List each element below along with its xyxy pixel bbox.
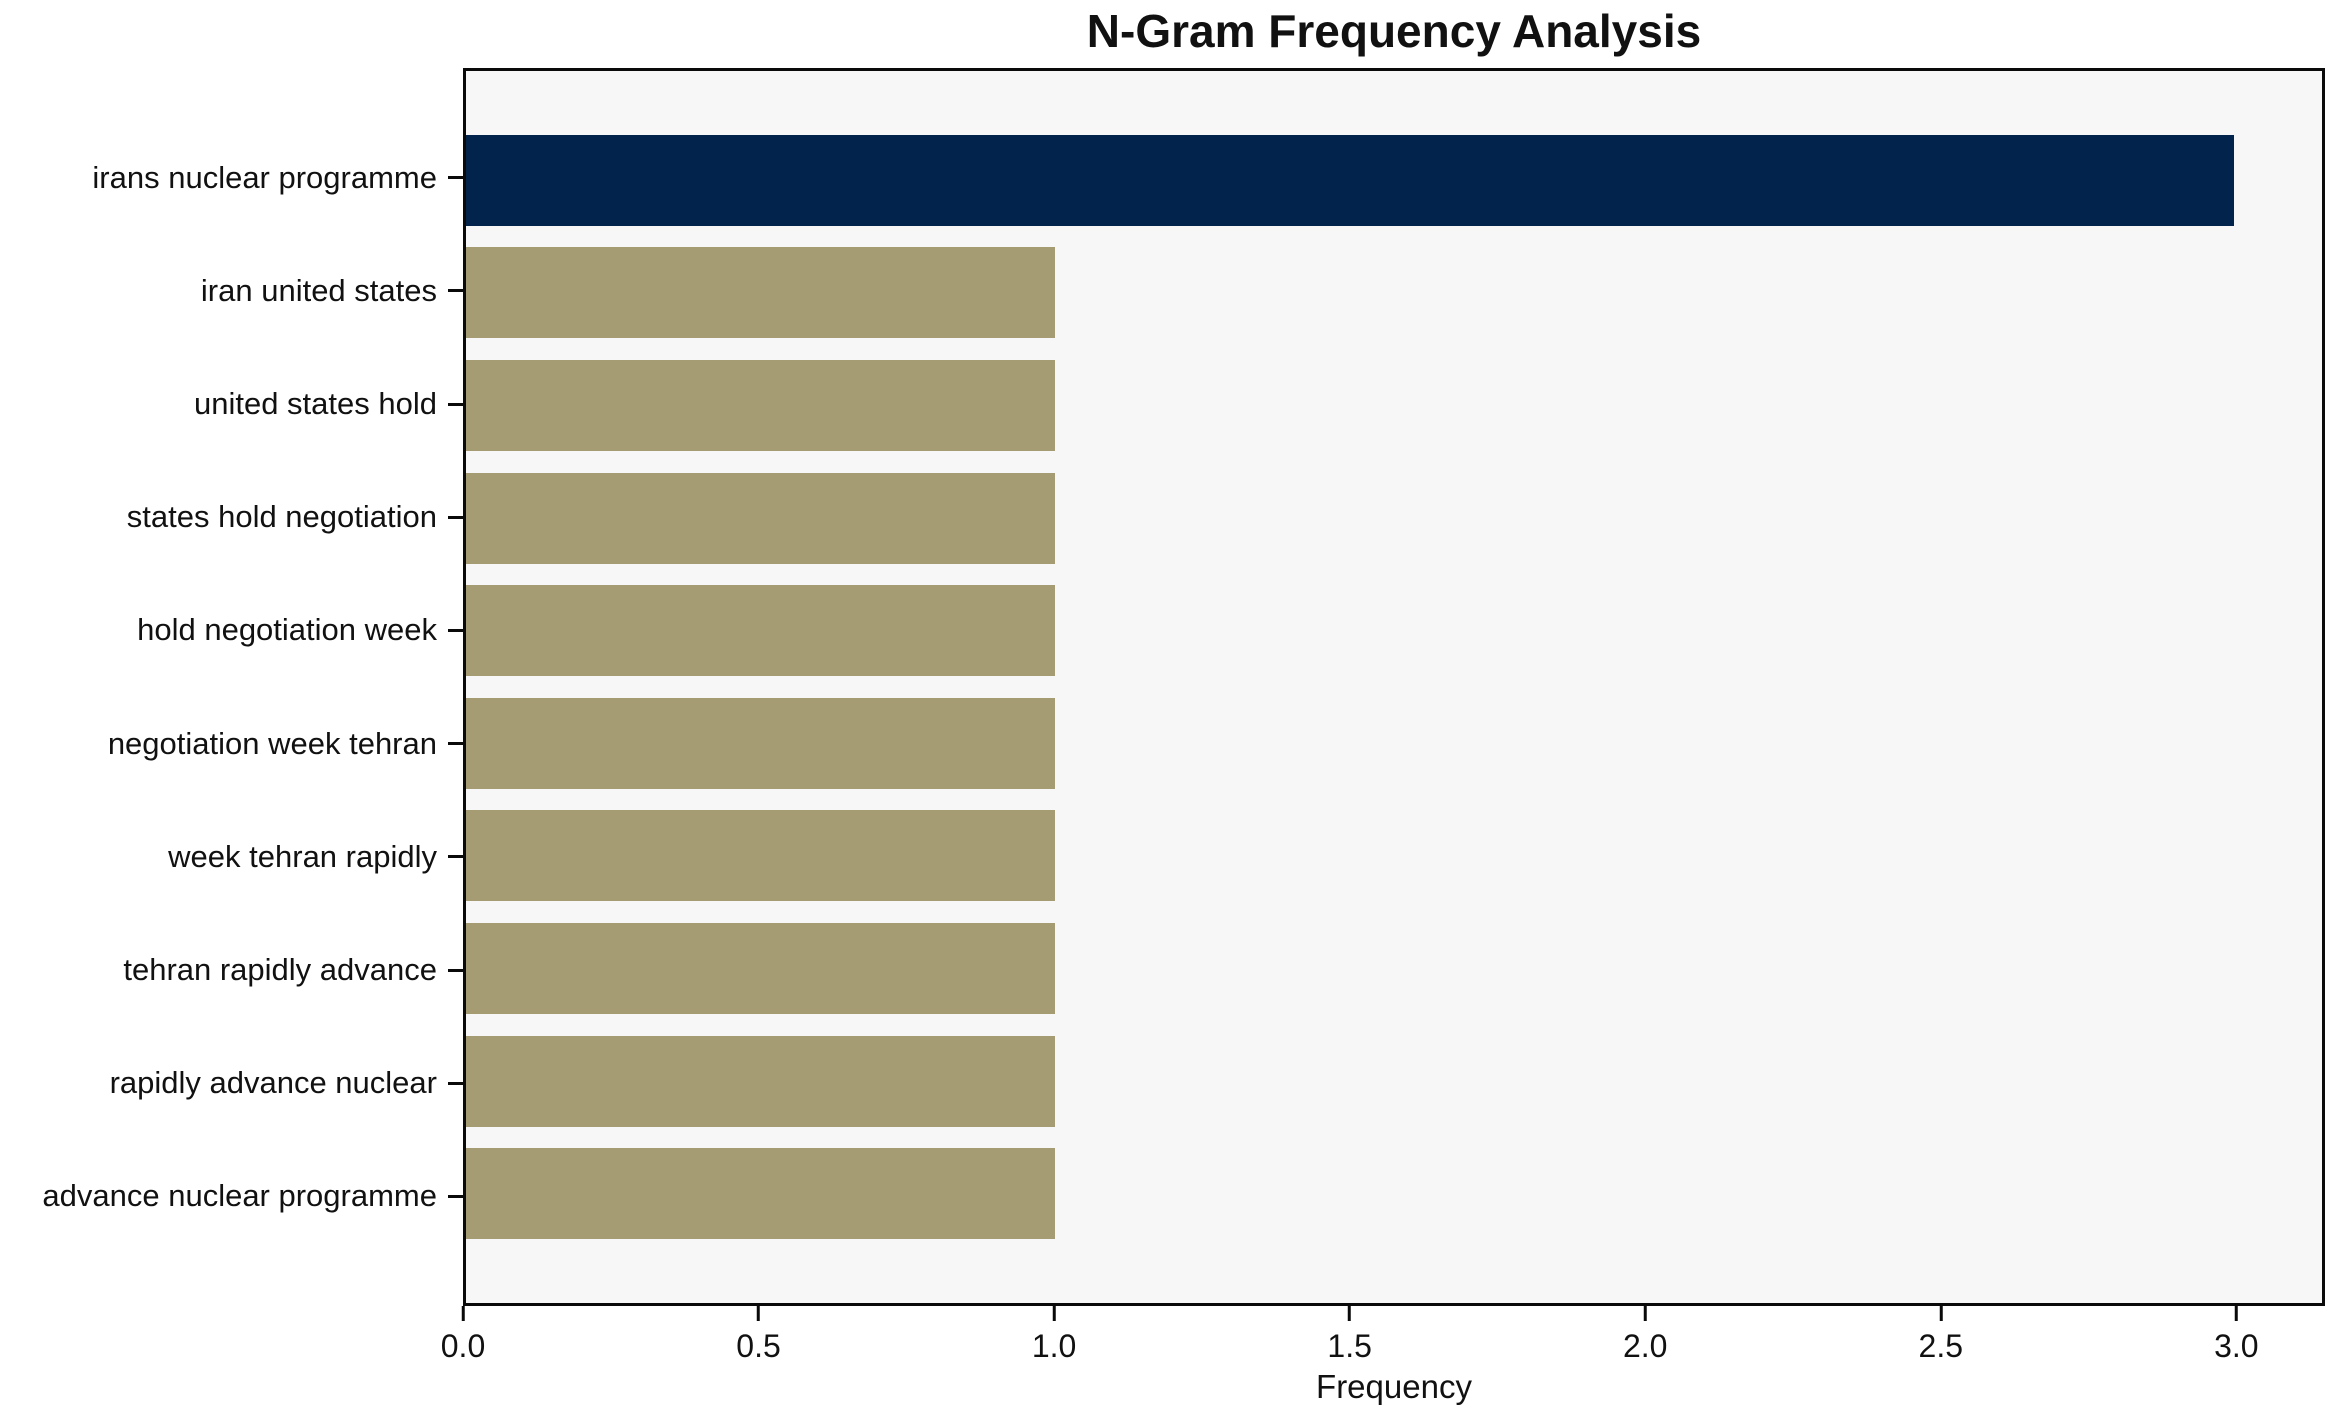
x-tick-label: 2.5 xyxy=(1918,1328,1964,1364)
bar-row xyxy=(466,124,2322,237)
x-tick-mark xyxy=(2234,1306,2238,1321)
bar xyxy=(466,247,1056,339)
x-axis-label: Frequency xyxy=(1316,1368,1472,1405)
bar xyxy=(466,810,1056,902)
y-tick-label: hold negotiation week xyxy=(137,612,437,648)
y-axis-labels: irans nuclear programme iran united state… xyxy=(0,68,437,1306)
y-tick-row xyxy=(0,687,463,800)
y-label-row: rapidly advance nuclear xyxy=(0,1027,437,1140)
bar-row xyxy=(466,687,2322,800)
bar-row xyxy=(466,912,2322,1025)
x-tick-mark xyxy=(757,1306,761,1321)
bars-layer xyxy=(466,71,2322,1303)
x-tick: 0.5 xyxy=(736,1306,781,1365)
x-tick: 1.0 xyxy=(1032,1306,1076,1365)
y-tick-row xyxy=(0,800,463,913)
bar-row xyxy=(466,349,2322,462)
y-tick-mark xyxy=(448,742,463,746)
y-label-row: negotiation week tehran xyxy=(0,687,437,800)
y-tick-row xyxy=(0,574,463,687)
y-label-row: irans nuclear programme xyxy=(0,121,437,234)
bar-row xyxy=(466,237,2322,350)
y-tick-label: advance nuclear programme xyxy=(42,1178,437,1214)
x-tick: 0.0 xyxy=(441,1306,485,1365)
y-tick-mark xyxy=(448,402,463,406)
bar xyxy=(466,1035,1056,1127)
y-label-row: states hold negotiation xyxy=(0,461,437,574)
y-axis-ticks xyxy=(0,68,463,1306)
y-label-row: iran united states xyxy=(0,234,437,347)
x-axis-ticks: 0.0 0.5 1.0 1.5 2.0 2.5 3.0 xyxy=(441,1306,2325,1368)
bar-row xyxy=(466,574,2322,687)
plot-area xyxy=(463,68,2325,1306)
y-label-row: united states hold xyxy=(0,347,437,460)
bar xyxy=(466,359,1056,451)
y-tick-mark xyxy=(448,968,463,972)
x-tick-mark xyxy=(1643,1306,1647,1321)
bar xyxy=(466,922,1056,1014)
y-tick-label: rapidly advance nuclear xyxy=(109,1065,437,1101)
x-tick-mark xyxy=(1348,1306,1352,1321)
bar xyxy=(466,134,2234,226)
y-tick-row xyxy=(0,347,463,460)
x-tick-label: 0.0 xyxy=(440,1328,486,1364)
bar-row xyxy=(466,1137,2322,1250)
bar-row xyxy=(466,462,2322,575)
bar-row xyxy=(466,1025,2322,1138)
y-tick-mark xyxy=(448,289,463,293)
y-tick-label: week tehran rapidly xyxy=(168,838,437,874)
x-tick: 2.0 xyxy=(1623,1306,1667,1365)
y-tick-row xyxy=(0,913,463,1026)
y-label-row: advance nuclear programme xyxy=(0,1140,437,1253)
x-tick-label: 2.0 xyxy=(1622,1328,1668,1364)
x-tick-mark xyxy=(1939,1306,1943,1321)
x-tick-label: 3.0 xyxy=(2214,1328,2259,1364)
bar xyxy=(466,697,1056,789)
x-tick: 1.5 xyxy=(1327,1306,1372,1365)
bar xyxy=(466,472,1056,564)
y-label-row: hold negotiation week xyxy=(0,574,437,687)
x-tick-label: 0.5 xyxy=(736,1328,781,1364)
y-tick-label: tehran rapidly advance xyxy=(123,952,437,988)
y-tick-row xyxy=(0,1027,463,1140)
x-tick: 3.0 xyxy=(2214,1306,2259,1365)
y-tick-label: irans nuclear programme xyxy=(92,159,437,195)
bar xyxy=(466,1148,1056,1240)
y-tick-mark xyxy=(448,176,463,180)
y-tick-mark xyxy=(448,628,463,632)
y-tick-row xyxy=(0,1140,463,1253)
y-tick-mark xyxy=(448,1194,463,1198)
x-tick-mark xyxy=(461,1306,465,1321)
y-tick-label: states hold negotiation xyxy=(126,499,437,535)
chart-title: N-Gram Frequency Analysis xyxy=(1086,5,1702,57)
x-tick-label: 1.0 xyxy=(1031,1328,1077,1364)
y-tick-label: iran united states xyxy=(200,272,437,308)
y-tick-mark xyxy=(448,855,463,859)
x-tick: 2.5 xyxy=(1919,1306,1963,1365)
x-tick-label: 1.5 xyxy=(1327,1328,1372,1364)
y-tick-mark xyxy=(448,515,463,519)
y-tick-label: negotiation week tehran xyxy=(107,725,437,761)
y-tick-label: united states hold xyxy=(193,386,437,421)
y-tick-mark xyxy=(448,1081,463,1085)
x-tick-mark xyxy=(1052,1306,1056,1321)
bar-row xyxy=(466,800,2322,913)
y-tick-row xyxy=(0,234,463,347)
y-tick-row xyxy=(0,121,463,234)
y-label-row: week tehran rapidly xyxy=(0,800,437,913)
bar xyxy=(466,585,1056,677)
y-label-row: tehran rapidly advance xyxy=(0,913,437,1026)
y-tick-row xyxy=(0,461,463,574)
